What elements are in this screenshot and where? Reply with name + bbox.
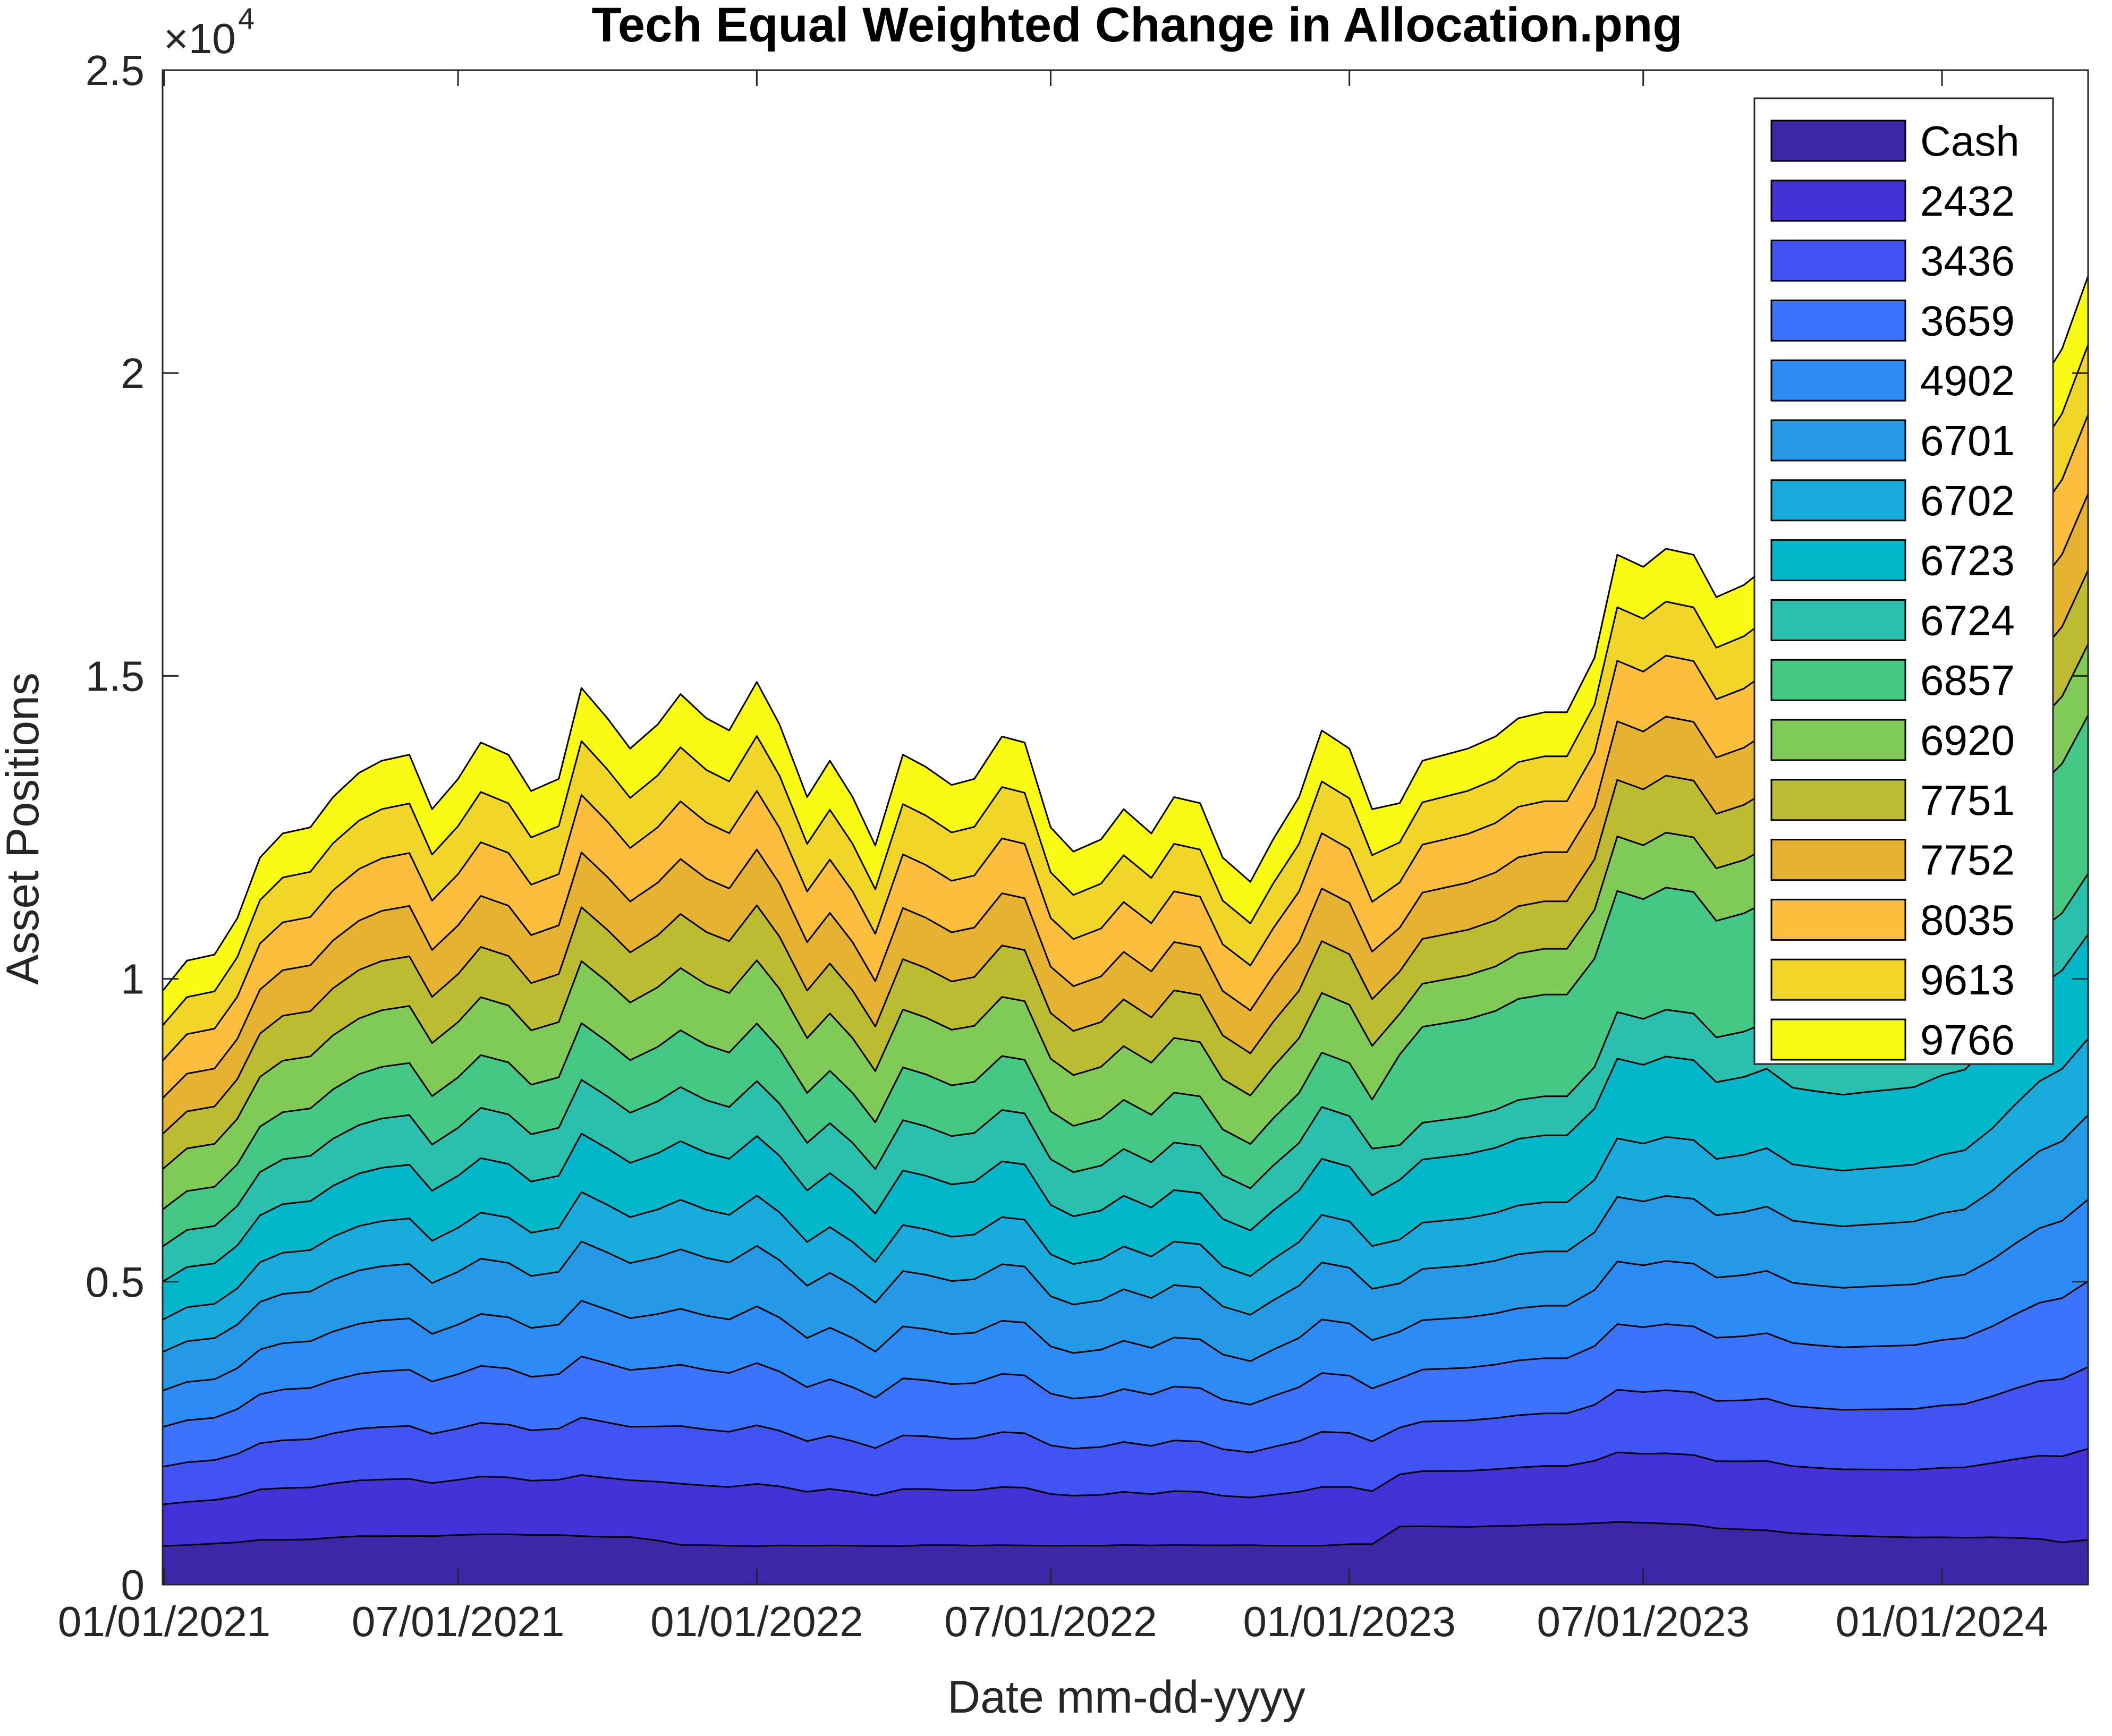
legend-swatch: [1770, 120, 1906, 162]
legend-item-6920: 6920: [1770, 717, 2015, 764]
area-3436: [163, 1367, 2088, 1504]
legend-swatch: [1770, 958, 1906, 1001]
legend: Cash 2432 3436 3659 4902 6701 6702 6723 6724 6857…: [1753, 97, 2054, 1065]
legend-items: Cash 2432 3436 3659 4902 6701 6702 6723 6724 6857…: [1770, 117, 2020, 1063]
area-6857: [163, 715, 2088, 1247]
y-tick-label: 0: [121, 1561, 145, 1609]
legend-label: 6702: [1920, 477, 2015, 524]
legend-item-2432: 2432: [1770, 177, 2015, 225]
area-Cash: [163, 1522, 2088, 1585]
x-tick-label: 07/01/2021: [352, 1598, 564, 1645]
y-exponent-base: ×10: [164, 15, 236, 62]
legend-swatch: [1770, 719, 1906, 761]
legend-swatch: [1770, 539, 1906, 582]
legend-label: 3659: [1920, 297, 2015, 344]
legend-label: 7751: [1920, 777, 2015, 824]
legend-swatch: [1770, 599, 1906, 641]
legend-item-3436: 3436: [1770, 237, 2015, 285]
chart-title: Tech Equal Weighted Change in Allocation…: [591, 0, 1682, 52]
x-tick-labels: 01/01/2021 07/01/2021 01/01/2022 07/01/2022…: [58, 1598, 2048, 1645]
area-6701: [163, 1115, 2088, 1391]
legend-label: 3436: [1920, 237, 2015, 285]
legend-swatch: [1770, 419, 1906, 462]
legend-label: 2432: [1920, 177, 2015, 225]
legend-label: 6857: [1920, 657, 2015, 704]
x-axis-label: Date mm-dd-yyyy: [947, 1672, 1305, 1723]
line-6702: [162, 1038, 2089, 1321]
legend-swatch: [1770, 479, 1906, 522]
legend-swatch: [1770, 898, 1906, 941]
legend-item-6701: 6701: [1770, 417, 2015, 464]
line-4902: [162, 1198, 2089, 1392]
x-tick-label: 01/01/2022: [650, 1598, 863, 1645]
line-3436: [162, 1366, 2089, 1468]
axis-ticks: [163, 69, 2088, 1586]
legend-swatch: [1770, 779, 1906, 821]
legend-item-3659: 3659: [1770, 297, 2015, 344]
y-tick-label: 1: [121, 956, 145, 1003]
legend-item-8035: 8035: [1770, 896, 2015, 943]
legend-label: 6920: [1920, 717, 2015, 764]
legend-item-6723: 6723: [1770, 537, 2015, 584]
x-tick-label: 01/01/2023: [1243, 1598, 1455, 1645]
y-exponent-label: ×10 4: [164, 2, 255, 62]
x-tick-label: 01/01/2021: [58, 1598, 270, 1645]
area-6920: [163, 644, 2088, 1210]
area-3659: [163, 1281, 2088, 1467]
y-tick-label: 2.5: [86, 47, 145, 94]
legend-label: 9766: [1920, 1016, 2015, 1063]
line-Cash: [162, 1521, 2089, 1547]
legend-swatch: [1770, 299, 1906, 342]
legend-label: 9613: [1920, 956, 2015, 1003]
legend-swatch: [1770, 180, 1906, 222]
axes-box: [162, 69, 2089, 1586]
legend-item-4902: 4902: [1770, 357, 2015, 404]
y-tick-label: 0.5: [86, 1258, 145, 1306]
area-4902: [163, 1199, 2088, 1427]
legend-swatch: [1770, 359, 1906, 402]
legend-item-7751: 7751: [1770, 777, 2015, 824]
line-3659: [162, 1280, 2089, 1428]
legend-item-7752: 7752: [1770, 837, 2015, 884]
legend-label: 6701: [1920, 417, 2015, 464]
y-tick-label: 1.5: [86, 652, 145, 700]
legend-swatch: [1770, 659, 1906, 701]
legend-item-Cash: Cash: [1770, 117, 2020, 165]
legend-label: 8035: [1920, 896, 2015, 943]
line-6723: [162, 933, 2089, 1282]
legend-item-6724: 6724: [1770, 597, 2015, 644]
x-tick-label: 01/01/2024: [1836, 1598, 2048, 1645]
y-axis-label: Asset Positions: [0, 673, 48, 985]
y-tick-label: 2: [121, 350, 145, 397]
area-6723: [163, 934, 2088, 1320]
y-exponent-power: 4: [238, 2, 255, 35]
line-2432: [162, 1448, 2089, 1505]
legend-item-6857: 6857: [1770, 657, 2015, 704]
legend-swatch: [1770, 240, 1906, 282]
x-tick-label: 07/01/2023: [1537, 1598, 1750, 1645]
line-6701: [162, 1114, 2089, 1353]
legend-item-9766: 9766: [1770, 1016, 2015, 1063]
y-tick-labels: 0 0.5 1 1.5 2 2.5: [86, 47, 145, 1609]
legend-label: 6723: [1920, 537, 2015, 584]
x-tick-label: 07/01/2022: [944, 1598, 1157, 1645]
legend-label: 7752: [1920, 837, 2015, 884]
legend-item-6702: 6702: [1770, 477, 2015, 524]
legend-label: Cash: [1920, 117, 2020, 165]
legend-swatch: [1770, 1018, 1906, 1061]
legend-label: 4902: [1920, 357, 2015, 404]
legend-label: 6724: [1920, 597, 2015, 644]
legend-swatch: [1770, 839, 1906, 881]
legend-item-9613: 9613: [1770, 956, 2015, 1003]
